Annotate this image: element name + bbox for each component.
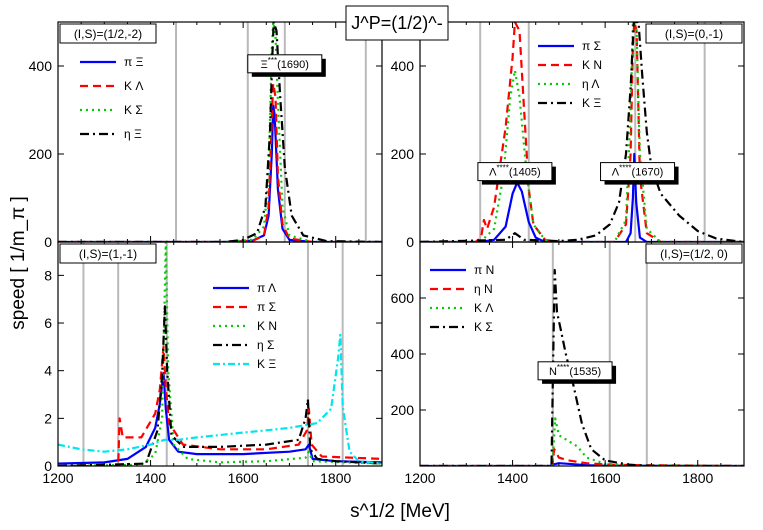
region-label: (I,S)=(0,-1) [665, 27, 723, 41]
annotation-label: Ξ***​(1690) [261, 56, 309, 71]
x-tick-label: 1600 [590, 470, 621, 486]
legend-label: K N [582, 58, 602, 72]
y-tick-label: 200 [391, 146, 415, 162]
series-line-η-N [420, 448, 744, 466]
legend-label: π N [474, 263, 494, 277]
series-group [58, 242, 382, 466]
x-tick-label: 1200 [42, 470, 73, 486]
legend-label: K Ξ [582, 96, 601, 110]
legend-label: η Ξ [124, 127, 142, 141]
panel-frame [57, 21, 383, 243]
x-tick-label: 1200 [404, 470, 435, 486]
region-label-box [59, 23, 157, 44]
y-tick-label: 200 [29, 146, 53, 162]
series-line-K-N [420, 22, 744, 242]
panel-frame [419, 241, 745, 467]
series-line-K-N [58, 242, 382, 466]
series-group [58, 22, 382, 242]
series-line-K-Λ [420, 417, 744, 466]
legend-label: π Ξ [124, 55, 144, 69]
series-line-π-Σ [58, 345, 382, 466]
legend-label: π Σ [582, 39, 601, 53]
annotation-box [537, 361, 613, 381]
y-tick-label: 200 [391, 402, 415, 418]
legend-label: K N [257, 319, 277, 333]
region-label-box [59, 243, 157, 264]
series-line-η-Ξ [58, 22, 382, 242]
y-tick-label: 400 [391, 58, 415, 74]
x-tick-label: 1800 [682, 470, 713, 486]
legend-label: K Ξ [257, 357, 276, 371]
panel-top-left: 0 200 400 (I,S)=(1/2,-2) π Ξ K Λ K Σ η Ξ Ξ***​(1… [29, 21, 383, 250]
annotation-label: Λ****​(1405) [489, 164, 541, 179]
x-tick-label: 1600 [228, 470, 259, 486]
jp-title-box: J^P=(1/2)^- [345, 5, 449, 41]
region-label: (I,S)=(1/2, 0) [660, 247, 728, 261]
region-label: (I,S)=(1/2,-2) [74, 27, 142, 41]
legend-label: K Σ [474, 320, 493, 334]
y-tick-label: 600 [391, 290, 415, 306]
x-tick-label: 1400 [497, 470, 528, 486]
y-tick-label: 0 [406, 234, 414, 250]
panel-top-right: 0 200 400 (I,S)=(0,-1) π Σ K N η Λ K Ξ Λ****​(14… [391, 21, 745, 250]
region-label-box [645, 243, 743, 264]
series-line-η-Λ [420, 22, 744, 242]
y-tick-label: 6 [44, 315, 52, 331]
series-line-η-Σ [58, 305, 382, 466]
y-tick-label: 400 [29, 58, 53, 74]
annotation-box [477, 162, 553, 182]
y-tick-label: 0 [44, 234, 52, 250]
legend-label: η Λ [582, 77, 599, 91]
panel-bottom-right: 1200 1400 1600 1800 200 400 600 (I,S)=(1/2, 0) π… [391, 241, 745, 486]
y-axis-title: speed [ 1/m_π ] [8, 196, 29, 330]
series-line-π-Σ [420, 152, 744, 242]
y-tick-label: 8 [44, 267, 52, 283]
region-label: (I,S)=(1,-1) [79, 247, 137, 261]
region-label-box [645, 23, 743, 44]
series-line-K-Σ [58, 22, 382, 242]
legend-label: η N [474, 282, 493, 296]
annotation-label: Λ****​(1670) [612, 164, 664, 179]
legend-label: π Λ [257, 281, 276, 295]
series-line-K-Ξ [420, 22, 744, 242]
y-tick-label: 4 [44, 363, 52, 379]
panel-frame [57, 241, 383, 467]
series-group [420, 22, 744, 242]
legend-label: K Σ [124, 103, 143, 117]
x-tick-label: 1400 [135, 470, 166, 486]
panel-frame [419, 21, 745, 243]
x-axis-title: s^1/2 [MeV] [350, 501, 450, 522]
y-tick-label: 2 [44, 410, 52, 426]
legend-label: K Λ [474, 301, 493, 315]
legend-label: π Σ [257, 300, 276, 314]
legend-label: K Λ [124, 79, 143, 93]
y-tick-label: 400 [391, 346, 415, 362]
series-line-K-Ξ [58, 333, 382, 465]
annotation-box [600, 162, 676, 182]
legend-label: η Σ [257, 338, 274, 352]
jp-title: J^P=(1/2)^- [351, 13, 442, 33]
panel-bottom-left: 1200 1400 1600 1800 0 2 4 6 8 (I,S)=(1,-1) π Λ π Σ K… [42, 241, 383, 486]
series-line-K-Λ [58, 82, 382, 242]
series-line-π-Ξ [58, 104, 382, 242]
annotation-box [247, 54, 323, 74]
x-tick-label: 1800 [320, 470, 351, 486]
annotation-label: N****​(1535) [549, 363, 601, 378]
y-tick-label: 0 [44, 458, 52, 474]
